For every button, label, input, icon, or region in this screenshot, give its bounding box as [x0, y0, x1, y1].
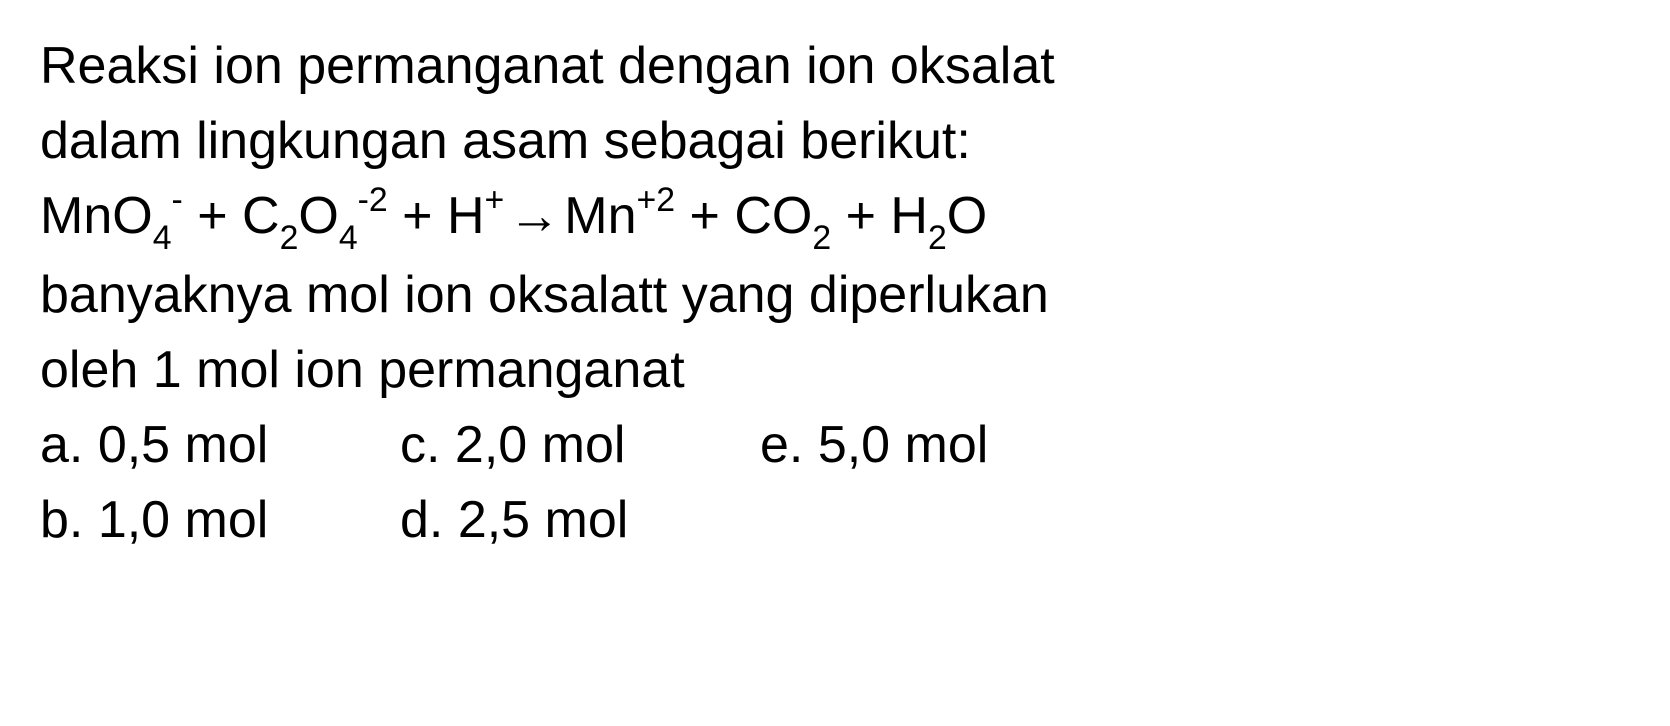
text-line-1: Reaksi ion permanganat dengan ion oksala…: [40, 30, 1630, 103]
option-c: c. 2,0 mol: [400, 409, 680, 482]
eq-sub2-3: 2: [928, 219, 947, 257]
eq-sub4-2: 4: [339, 219, 358, 257]
option-e: e. 5,0 mol: [760, 409, 1040, 482]
eq-supminus: -: [172, 181, 183, 219]
eq-h2o-o: O: [947, 187, 987, 245]
eq-sub2-1: 2: [280, 219, 299, 257]
eq-co: CO: [734, 187, 812, 245]
eq-sub2-2: 2: [812, 219, 831, 257]
arrow-icon: →: [508, 180, 560, 253]
eq-supneg2: -2: [358, 181, 388, 219]
eq-o2: O: [298, 187, 338, 245]
eq-plus1: +: [183, 187, 242, 245]
option-d: d. 2,5 mol: [400, 484, 680, 557]
eq-supplus: +: [485, 181, 505, 219]
eq-mn: Mn: [40, 187, 112, 245]
eq-mn2: Mn: [564, 187, 636, 245]
eq-plus3: +: [675, 187, 734, 245]
option-a: a. 0,5 mol: [40, 409, 320, 482]
eq-c: C: [242, 187, 280, 245]
eq-o1: O: [112, 187, 152, 245]
equation-line: MnO4- + C2O4-2 + H+→Mn+2 + CO2 + H2O: [40, 180, 1630, 258]
eq-h: H: [447, 187, 485, 245]
text-line-5: oleh 1 mol ion permanganat: [40, 334, 1630, 407]
eq-plus2: +: [388, 187, 447, 245]
text-line-4: banyaknya mol ion oksalatt yang diperluk…: [40, 259, 1630, 332]
options-row-1: a. 0,5 mol c. 2,0 mol e. 5,0 mol: [40, 409, 1630, 482]
eq-sub4-1: 4: [153, 219, 172, 257]
eq-supplus2: +2: [637, 181, 676, 219]
eq-h2o-h: H: [890, 187, 928, 245]
options-row-2: b. 1,0 mol d. 2,5 mol: [40, 484, 1630, 557]
question-content: Reaksi ion permanganat dengan ion oksala…: [40, 30, 1630, 556]
eq-plus4: +: [831, 187, 890, 245]
text-line-2: dalam lingkungan asam sebagai berikut:: [40, 105, 1630, 178]
option-b: b. 1,0 mol: [40, 484, 320, 557]
